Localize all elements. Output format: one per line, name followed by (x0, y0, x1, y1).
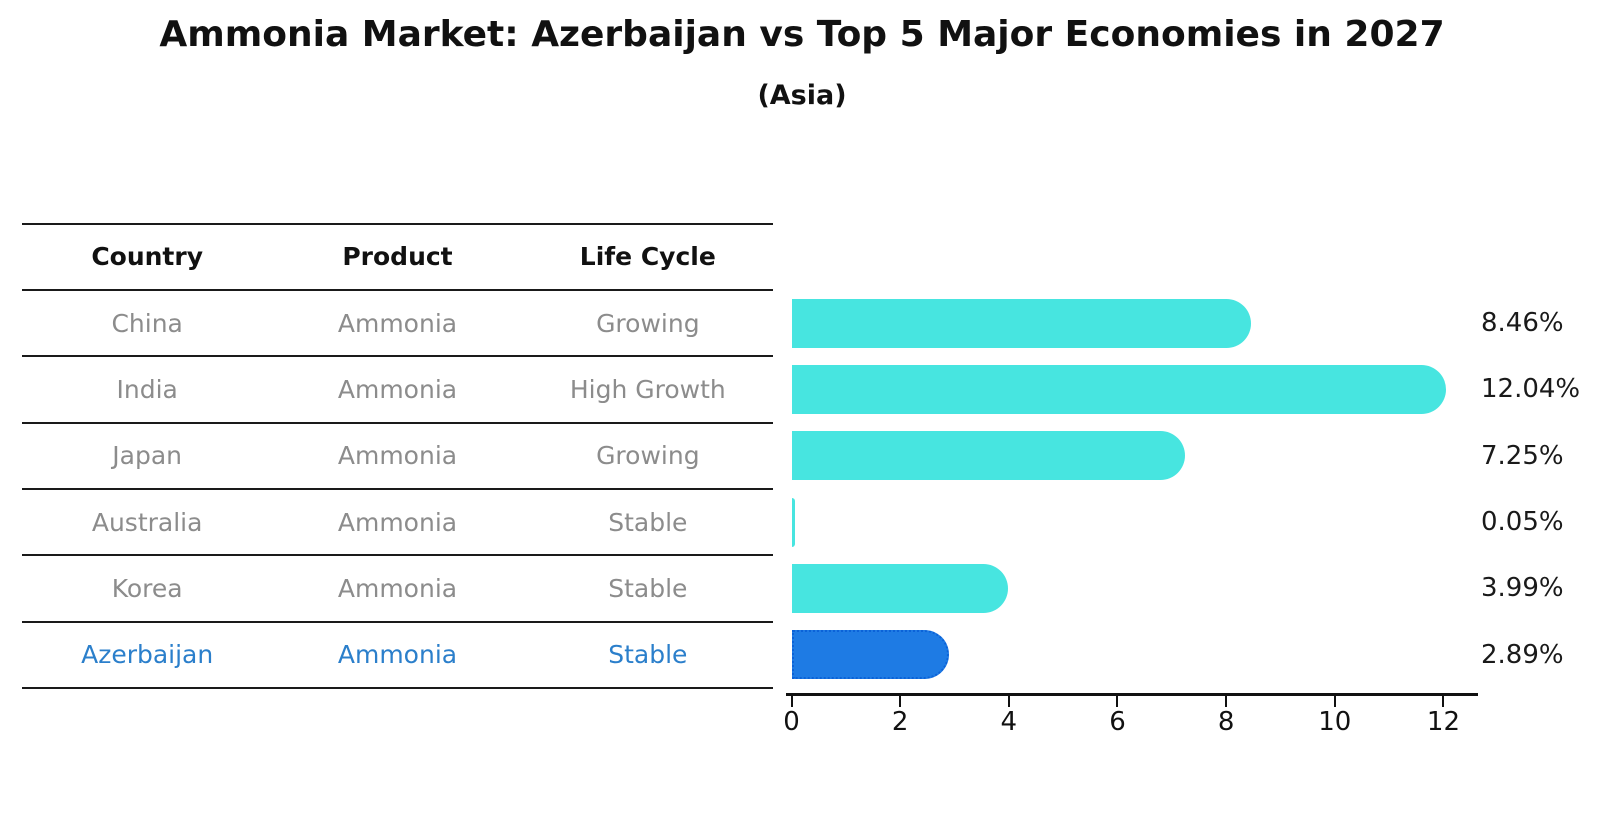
x-tick-label-10: 10 (1318, 707, 1352, 737)
cell-life-cycle: High Growth (569, 374, 726, 404)
value-label-korea: 3.99% (1481, 573, 1564, 604)
cell-product: Ammonia (337, 308, 458, 338)
cell-life-cycle: Stable (608, 640, 688, 670)
bar-japan (791, 431, 1186, 481)
cell-life-cycle: Stable (608, 507, 688, 537)
table-row-australia: Australia Ammonia Stable (22, 489, 773, 555)
cell-country: India (116, 374, 178, 404)
table-rule (22, 355, 773, 358)
table-row-korea: Korea Ammonia Stable (22, 555, 773, 621)
column-header-life-cycle: Life Cycle (579, 242, 716, 271)
bar-azerbaijan (791, 630, 949, 680)
cell-product: Ammonia (337, 441, 458, 471)
x-tick-12 (1442, 696, 1445, 707)
table-rule (22, 686, 773, 689)
bar-australia (791, 497, 795, 547)
value-label-china: 8.46% (1481, 308, 1564, 339)
chart-title: Ammonia Market: Azerbaijan vs Top 5 Majo… (159, 14, 1445, 55)
chart-subtitle: (Asia) (757, 80, 847, 111)
cell-country: Azerbaijan (81, 640, 214, 670)
x-axis (786, 693, 1478, 696)
table-row-china: China Ammonia Growing (22, 290, 773, 356)
x-tick-label-4: 4 (1000, 707, 1018, 737)
cell-life-cycle: Growing (596, 308, 700, 338)
x-tick-label-2: 2 (891, 707, 909, 737)
bar-china (791, 298, 1252, 348)
x-tick-label-0: 0 (783, 707, 800, 737)
x-tick-6 (1116, 696, 1119, 707)
table-rule (22, 620, 773, 623)
bar-korea (791, 563, 1009, 613)
column-header-product: Product (342, 242, 453, 271)
table-row-india: India Ammonia High Growth (22, 356, 773, 422)
value-label-australia: 0.05% (1481, 507, 1564, 538)
x-tick-4 (1007, 696, 1010, 707)
x-tick-10 (1333, 696, 1336, 707)
cell-country: Korea (111, 573, 183, 603)
cell-country: Australia (91, 507, 203, 537)
cell-product: Ammonia (337, 374, 458, 404)
table-header-row: Country Product Life Cycle (22, 223, 773, 290)
table-rule (22, 487, 773, 490)
value-label-azerbaijan: 2.89% (1481, 639, 1564, 670)
x-tick-2 (899, 696, 902, 707)
x-tick-label-8: 8 (1217, 707, 1235, 737)
x-tick-label-12: 12 (1426, 707, 1460, 737)
value-label-india: 12.04% (1481, 374, 1581, 405)
table-rule (22, 289, 773, 291)
x-tick-0 (790, 696, 793, 707)
cell-product: Ammonia (337, 640, 458, 670)
table-rule (22, 421, 773, 424)
cell-country: Japan (112, 441, 183, 471)
bar-india (791, 364, 1446, 414)
x-tick-8 (1225, 696, 1228, 707)
cell-life-cycle: Growing (596, 441, 700, 471)
table-rule (22, 223, 773, 225)
table-row-japan: Japan Ammonia Growing (22, 423, 773, 489)
table-row-azerbaijan: Azerbaijan Ammonia Stable (22, 622, 773, 688)
cell-life-cycle: Stable (608, 573, 688, 603)
table-rule (22, 554, 773, 557)
value-label-japan: 7.25% (1481, 440, 1564, 471)
cell-country: China (111, 308, 183, 338)
cell-product: Ammonia (337, 573, 458, 603)
cell-product: Ammonia (337, 507, 458, 537)
x-tick-label-6: 6 (1109, 707, 1126, 737)
column-header-country: Country (91, 242, 204, 271)
